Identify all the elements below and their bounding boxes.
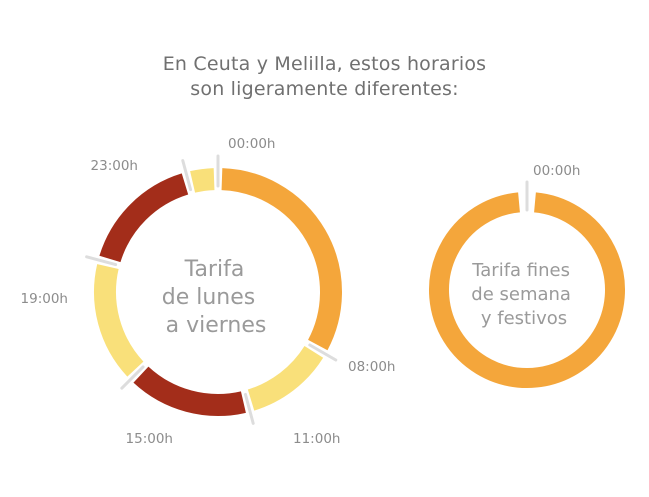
weekday-hour-label-0800: 08:00h [348, 359, 395, 375]
weekday-center-line-2: de lunes [162, 285, 256, 310]
weekday-segment-00-08 [221, 168, 342, 351]
weekday-hour-label-1100: 11:00h [293, 431, 340, 447]
weekday-segment-19-23 [99, 173, 189, 263]
weekday-tick-2300 [181, 159, 193, 192]
weekday-tick-1900 [85, 255, 118, 267]
weekend-center-line-1: Tarifa fines [471, 260, 570, 281]
weekday-hour-ticks: 00:00h 08:00h 11:00h 15:00h 19:00h 23:00h [21, 136, 396, 447]
weekday-hour-label-1900: 19:00h [21, 291, 68, 307]
weekend-tariff-donut [429, 192, 625, 388]
weekend-segment-00-24 [429, 192, 625, 388]
weekday-segment-23-24 [190, 168, 215, 193]
weekend-center-line-3: y festivos [481, 308, 567, 329]
weekday-center-label: Tarifa de lunes a viernes [162, 257, 267, 338]
weekday-hour-label-2300: 23:00h [91, 158, 138, 174]
diagram-heading: En Ceuta y Melilla, estos horarios son l… [0, 52, 649, 102]
weekday-hour-label-0000: 00:00h [228, 136, 275, 152]
weekend-center-label: Tarifa fines de semana y festivos [471, 260, 576, 329]
weekend-hour-ticks: 00:00h [525, 163, 580, 212]
weekday-center-line-3: a viernes [166, 313, 267, 338]
weekday-hour-label-1500: 15:00h [126, 431, 173, 447]
weekday-tariff-donut [94, 168, 342, 416]
weekend-center-line-2: de semana [471, 284, 571, 305]
heading-line-1: En Ceuta y Melilla, estos horarios [162, 53, 487, 75]
weekend-hour-label-0000: 00:00h [533, 163, 580, 179]
weekday-segment-15-19 [94, 264, 144, 377]
weekday-segment-08-11 [247, 345, 324, 411]
heading-line-2: son ligeramente diferentes: [190, 78, 459, 100]
weekday-tick-1100 [243, 392, 255, 425]
weekday-segment-11-15 [133, 366, 246, 416]
weekday-tick-0800 [308, 343, 338, 362]
weekday-center-line-1: Tarifa [184, 257, 245, 282]
weekday-tick-1500 [120, 365, 145, 390]
